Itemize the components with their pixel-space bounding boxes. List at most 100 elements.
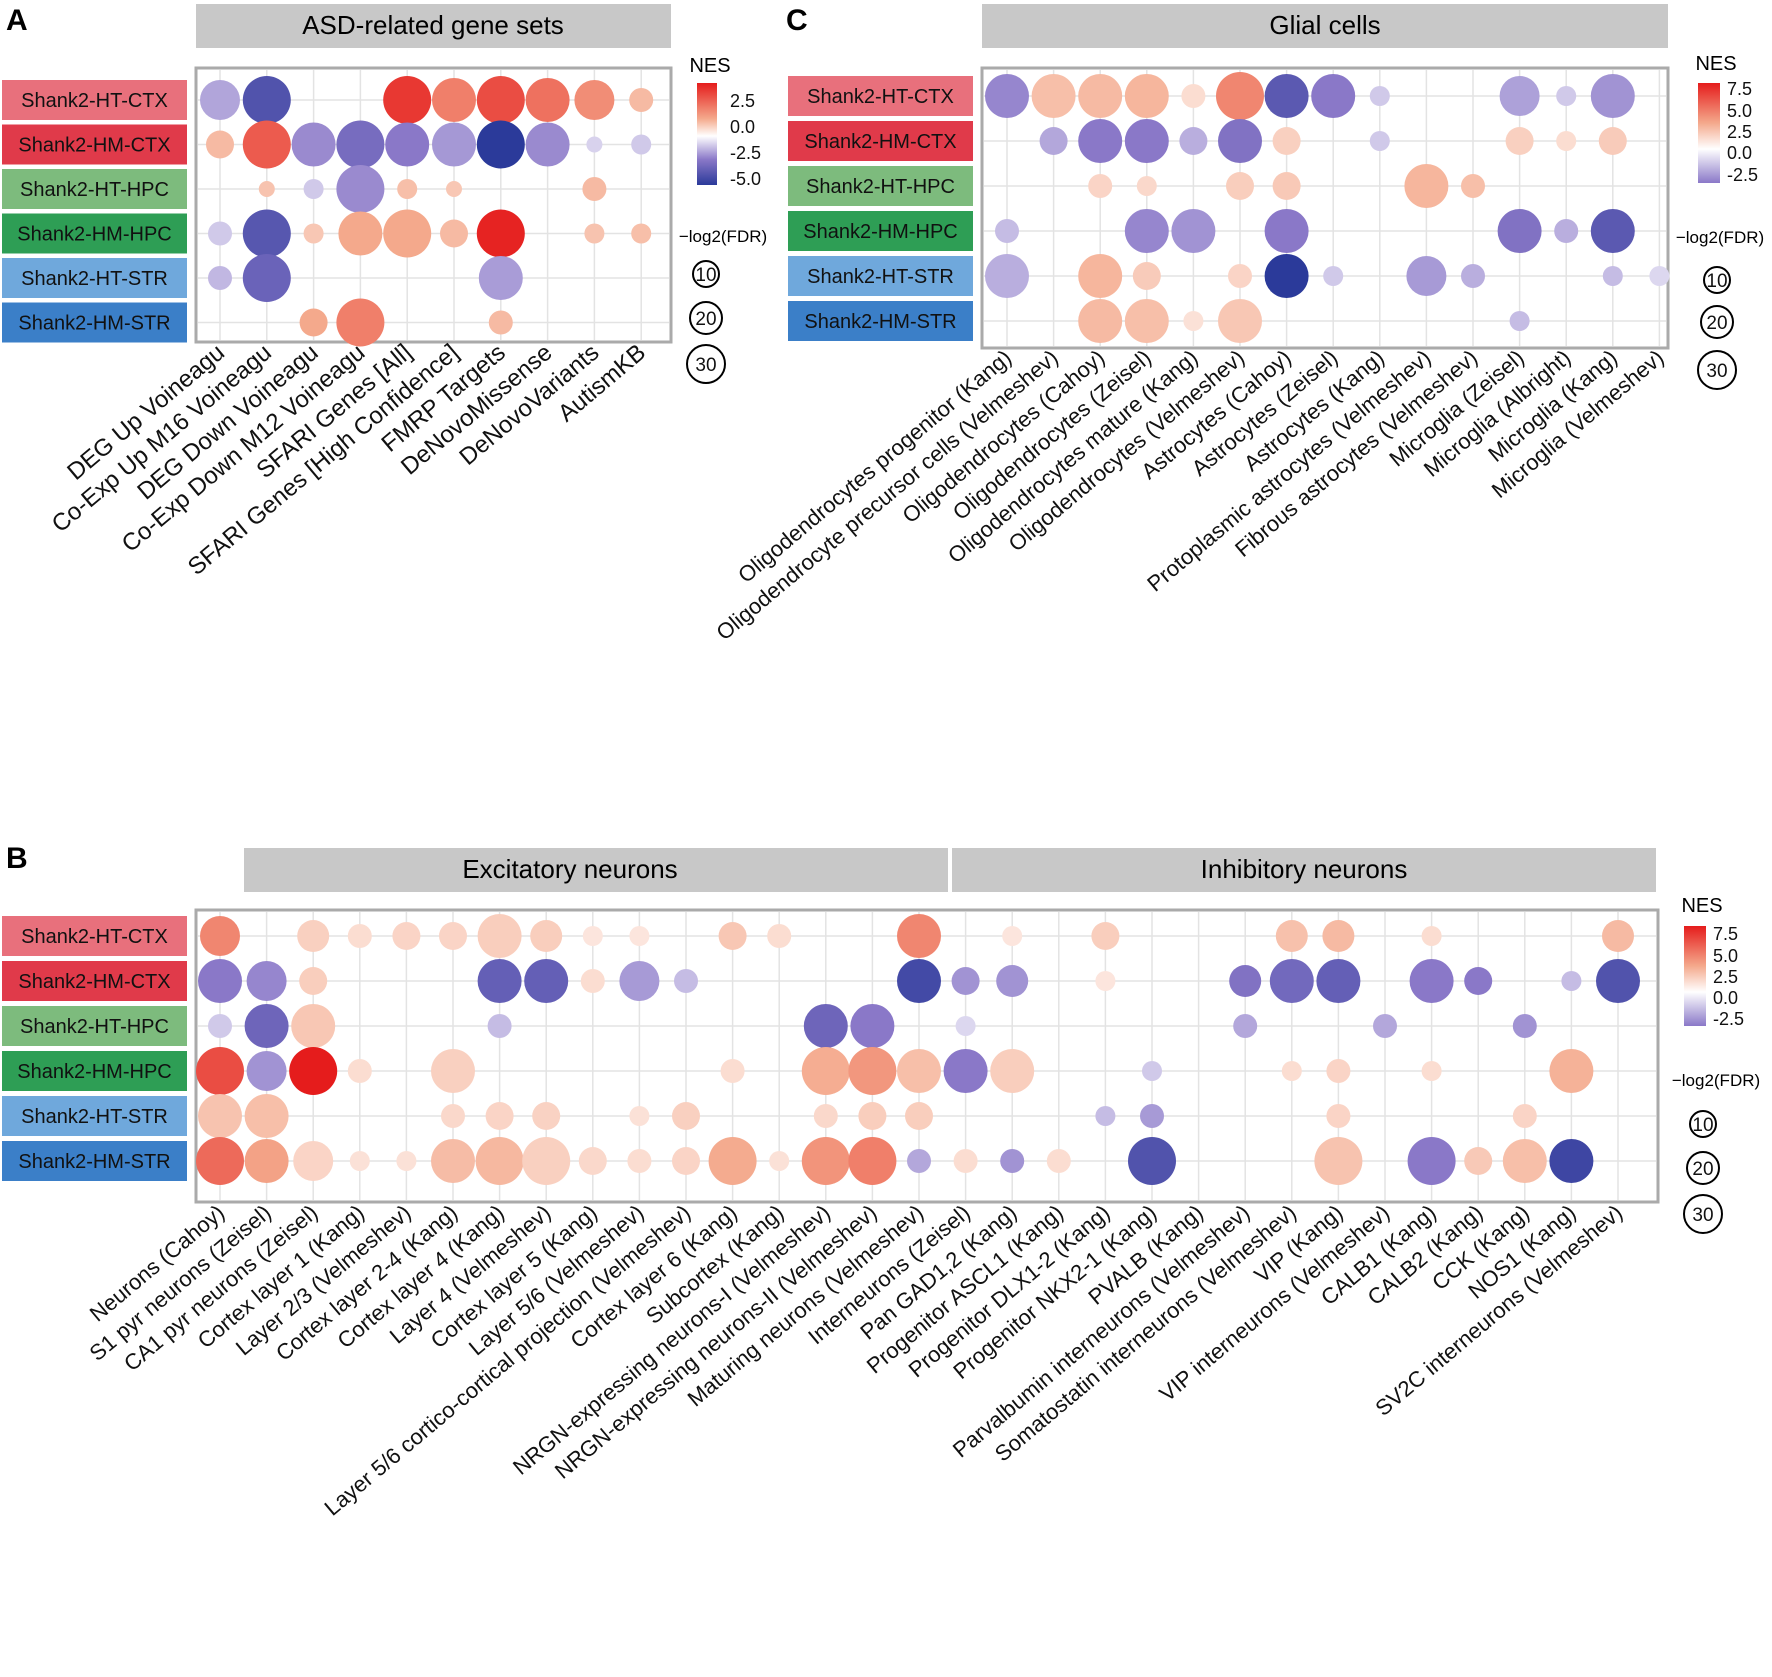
strip-c-label: Glial cells <box>1269 10 1380 40</box>
data-point <box>718 922 747 950</box>
data-point <box>485 1102 514 1130</box>
row-label: Shank2-HM-STR <box>18 1151 170 1173</box>
data-point <box>242 76 291 124</box>
data-point <box>1095 1106 1116 1126</box>
data-point <box>619 961 660 1001</box>
data-point <box>767 924 792 948</box>
data-point <box>582 926 603 946</box>
row-label-box <box>788 76 973 116</box>
data-point <box>258 181 275 197</box>
legend-tick-label: -2.5 <box>1713 1009 1744 1029</box>
data-point <box>524 959 569 1003</box>
row-label: Shank2-HM-HPC <box>17 1061 171 1083</box>
row-label-box <box>788 121 973 161</box>
data-point <box>246 1051 287 1091</box>
data-point <box>530 920 563 952</box>
legend-b: NES 7.55.02.50.0-2.5 −log2(FDR) 10 20 30 <box>1672 895 1760 1234</box>
data-point <box>196 1047 244 1095</box>
data-point <box>525 78 570 122</box>
data-point <box>1464 967 1493 995</box>
legend-tick-label: -5.0 <box>730 169 761 189</box>
data-point <box>336 120 385 169</box>
data-point <box>477 914 522 958</box>
data-point <box>953 1149 978 1173</box>
data-point <box>477 959 522 1003</box>
row-label: Shank2-HM-STR <box>18 313 170 335</box>
data-point <box>1549 1139 1594 1183</box>
legend-tick-label: 5.0 <box>1713 946 1738 966</box>
data-point <box>1556 131 1577 151</box>
data-point <box>198 959 242 1003</box>
row-label-box <box>2 258 187 298</box>
data-point <box>532 1102 561 1130</box>
row-label: Shank2-HT-HPC <box>806 176 955 198</box>
legend-nes-title: NES <box>1681 895 1722 917</box>
data-point <box>303 179 324 199</box>
data-point <box>1406 256 1447 296</box>
data-point <box>629 926 650 946</box>
data-point <box>801 1137 850 1185</box>
data-point <box>432 78 476 122</box>
data-point <box>1602 266 1623 286</box>
data-point <box>397 179 418 199</box>
data-point <box>1171 209 1216 253</box>
data-point <box>1132 262 1161 290</box>
data-point <box>487 1014 512 1038</box>
legend-size-label: 10 <box>1692 1115 1713 1136</box>
data-point <box>1272 172 1301 200</box>
legend-size-label: 30 <box>1692 1205 1713 1226</box>
data-point <box>905 1102 933 1130</box>
data-point <box>1264 254 1309 298</box>
data-point <box>907 1149 931 1173</box>
panel-letter-a: A <box>6 4 28 37</box>
data-point <box>1179 127 1208 155</box>
row-label-box <box>2 302 187 343</box>
data-point <box>1124 119 1169 163</box>
row-label: Shank2-HT-STR <box>21 268 168 290</box>
data-point <box>336 298 385 347</box>
row-label: Shank2-HM-CTX <box>18 971 170 993</box>
data-point <box>446 181 462 197</box>
row-label-box <box>788 301 973 341</box>
legend-c: NES 7.55.02.50.0-2.5 −log2(FDR) 10 20 30 <box>1676 53 1764 390</box>
data-point <box>1505 127 1534 155</box>
data-point <box>955 1016 976 1036</box>
data-point <box>1590 74 1635 118</box>
data-point <box>1602 920 1634 952</box>
data-point <box>1002 926 1023 946</box>
data-point <box>431 1139 475 1183</box>
data-point <box>1226 172 1254 200</box>
data-point <box>1497 209 1542 253</box>
row-label-box <box>788 256 973 296</box>
data-point <box>291 1004 336 1048</box>
row-label-box <box>2 124 187 165</box>
data-point <box>858 1102 887 1130</box>
data-point <box>347 1059 372 1083</box>
data-point <box>803 1004 848 1048</box>
row-label: Shank2-HM-HPC <box>803 221 957 243</box>
data-point <box>1078 74 1123 118</box>
data-point <box>488 310 513 335</box>
data-point <box>1556 86 1577 106</box>
data-point <box>897 1049 941 1093</box>
data-point <box>1124 74 1169 118</box>
legend-size-circle <box>1703 266 1731 294</box>
legend-size-circle <box>1697 350 1737 390</box>
row-label: Shank2-HT-HPC <box>20 1016 169 1038</box>
data-point <box>440 219 468 248</box>
panel-c: Glial cells Shank2-HT-CTX Shank2-HM-CTX Sh… <box>711 4 1764 645</box>
data-point <box>383 76 432 124</box>
data-point <box>1078 119 1123 163</box>
data-point <box>1095 971 1116 991</box>
data-point <box>478 256 523 300</box>
data-point <box>299 967 328 995</box>
data-point <box>631 134 652 155</box>
legend-size-circle <box>1700 305 1734 339</box>
row-label-box <box>2 1141 187 1181</box>
data-point <box>897 959 941 1003</box>
data-point <box>578 1147 607 1175</box>
data-point <box>1598 127 1627 155</box>
data-point <box>672 1147 700 1175</box>
legend-size-label: 20 <box>1706 313 1727 334</box>
legend-tick-label: 2.5 <box>1713 967 1738 987</box>
